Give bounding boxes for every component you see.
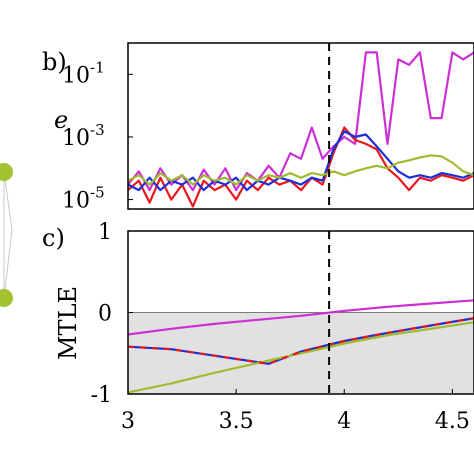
- b-ytick-label: 10-1: [62, 58, 105, 88]
- network-node: [0, 163, 13, 181]
- network-edge: [3, 229, 13, 299]
- c-series-line-1: [127, 317, 474, 365]
- c-ytick-label: -1: [91, 383, 112, 408]
- panel-b-ylabel: e: [54, 106, 68, 134]
- panel-b-frame: [127, 42, 474, 210]
- b-series-line-2: [127, 130, 474, 192]
- b-ytick-label: 10-5: [62, 184, 105, 214]
- c-series-line-3: [127, 321, 474, 394]
- c-xtick-label: 3: [121, 409, 135, 434]
- c-xtick-label: 4.5: [435, 409, 470, 434]
- c-ytick-label: 0: [98, 302, 112, 327]
- b-series-line-0: [127, 51, 474, 192]
- b-series-line-3: [127, 154, 474, 186]
- panel-b-label: b): [42, 48, 67, 76]
- panel-c-frame: [127, 230, 474, 395]
- panel-c-ylabel: MTLE: [54, 286, 82, 360]
- network-fragment: [0, 163, 13, 307]
- c-xtick-label: 4: [337, 409, 351, 434]
- c-xtick-label: 3.5: [219, 409, 254, 434]
- network-node: [0, 289, 13, 307]
- panel-b: b) e 10-5 10-3 10-1: [42, 42, 474, 214]
- b-ytick-label: 10-3: [62, 121, 105, 151]
- c-series-line-0: [127, 299, 474, 336]
- network-edge: [3, 171, 13, 231]
- b-series-line-1: [127, 126, 474, 208]
- panel-c: c) MTLE -1 0 1 3 3.5 4 4.5: [42, 220, 474, 434]
- c-ytick-label: 1: [98, 220, 112, 245]
- panel-c-label: c): [42, 224, 65, 252]
